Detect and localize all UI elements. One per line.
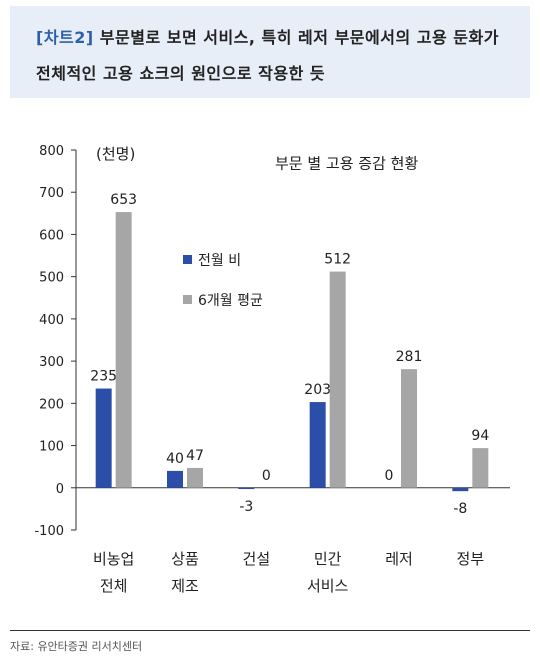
- y-tick-label: 300: [39, 355, 64, 370]
- x-category-label: 정부: [457, 550, 485, 568]
- bar: [167, 470, 183, 488]
- y-tick-label: 0: [56, 482, 64, 497]
- bar: [309, 402, 326, 488]
- chart-header: [차트2] 부문별로 보면 서비스, 특히 레저 부문에서의 고용 둔화가 전체…: [10, 6, 530, 98]
- bar: [115, 212, 132, 488]
- legend-label: 전월 비: [198, 253, 241, 269]
- legend-swatch: [183, 295, 192, 304]
- y-tick-label: 100: [39, 440, 64, 455]
- chart-title: 부문 별 고용 증감 현황: [275, 155, 418, 173]
- chart-tag: [차트2]: [36, 28, 94, 47]
- x-category-label: 레저: [385, 550, 413, 568]
- bar: [187, 467, 203, 488]
- data-label: 653: [110, 192, 137, 208]
- data-label: 0: [385, 468, 394, 484]
- data-label: 281: [396, 349, 423, 365]
- data-label: 40: [166, 451, 184, 467]
- bar: [238, 487, 255, 490]
- legend-swatch: [183, 255, 192, 264]
- y-tick-label: 500: [39, 271, 64, 286]
- y-tick-label: 600: [39, 228, 64, 243]
- data-label: -3: [239, 499, 253, 515]
- data-label: 203: [304, 382, 331, 398]
- x-category-label: 전체: [100, 577, 128, 595]
- data-label: -8: [453, 501, 467, 517]
- chart-headline: 부문별로 보면 서비스, 특히 레저 부문에서의 고용 둔화가 전체적인 고용 …: [36, 28, 499, 83]
- bar: [401, 369, 417, 488]
- data-label: 94: [471, 428, 489, 444]
- legend-label: 6개월 평균: [198, 293, 263, 309]
- x-category-label: 제조: [171, 577, 199, 595]
- bar: [472, 448, 489, 488]
- data-label: 235: [90, 369, 117, 385]
- y-tick-label: 800: [39, 144, 64, 159]
- data-label: 47: [186, 448, 204, 464]
- chart-caption: [차트2] 부문별로 보면 서비스, 특히 레저 부문에서의 고용 둔화가 전체…: [36, 20, 516, 92]
- source-note: 자료: 유안타증권 리서치센터: [10, 640, 143, 653]
- y-tick-label: 200: [39, 397, 64, 412]
- x-category-label: 상품: [171, 550, 199, 568]
- y-tick-label: 400: [39, 313, 64, 328]
- bar: [329, 271, 346, 488]
- x-category-label: 민간: [314, 550, 342, 568]
- y-tick-label: -100: [34, 524, 64, 539]
- data-label: 0: [262, 468, 271, 484]
- y-tick-label: 700: [39, 186, 64, 201]
- y-unit-label: (천명): [96, 145, 135, 163]
- x-category-label: 서비스: [307, 577, 349, 595]
- data-label: 512: [324, 252, 351, 268]
- x-category-label: 건설: [243, 550, 271, 568]
- x-category-label: 비농업: [93, 550, 134, 568]
- bar: [452, 487, 469, 492]
- bar: [95, 388, 112, 488]
- footer-divider: [10, 630, 530, 631]
